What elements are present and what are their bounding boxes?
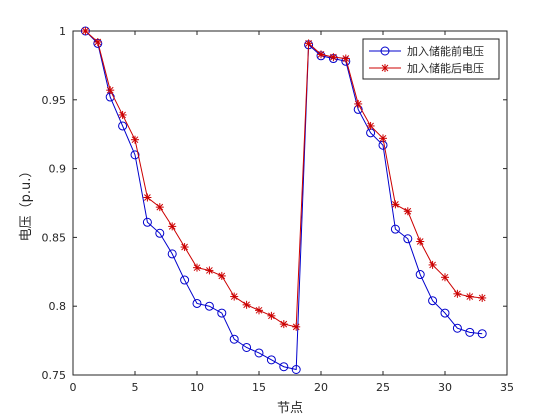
- data-point: [465, 292, 474, 301]
- data-point: [217, 308, 227, 318]
- data-point: [428, 260, 437, 269]
- data-point: [279, 362, 289, 372]
- data-point: [118, 110, 127, 119]
- data-point: [379, 134, 387, 143]
- data-point: [266, 355, 276, 365]
- data-point: [180, 275, 190, 285]
- data-point: [416, 237, 425, 246]
- data-point: [93, 38, 102, 47]
- legend-label: 加入储能前电压: [407, 44, 484, 58]
- data-point: [217, 271, 226, 280]
- data-point: [180, 243, 189, 252]
- data-point: [415, 270, 425, 280]
- data-point: [441, 273, 449, 282]
- y-tick-label: 0.85: [42, 231, 67, 244]
- data-point: [81, 27, 90, 35]
- data-point: [403, 234, 413, 244]
- data-point: [452, 323, 462, 333]
- plot-area: [72, 30, 508, 376]
- legend-marker: [381, 64, 389, 72]
- y-tick-label: 0.95: [42, 94, 67, 107]
- x-tick-label: 25: [376, 381, 390, 394]
- y-axis-label: 电压（p.u.）: [19, 165, 34, 242]
- data-point: [131, 135, 139, 144]
- data-point: [229, 334, 239, 344]
- axis-ticks: 0 5 10 15 20 25 30 35 0.75 0.8 0.85 0.9 0.95 1: [42, 25, 515, 394]
- data-point: [192, 298, 202, 308]
- legend-item-2: 加入储能后电压: [369, 61, 484, 75]
- legend-box: [362, 38, 500, 80]
- data-point: [391, 200, 400, 209]
- data-point: [317, 50, 325, 59]
- data-point: [453, 289, 462, 298]
- data-point: [329, 53, 338, 62]
- data-point: [366, 121, 375, 130]
- data-point: [168, 222, 177, 231]
- x-tick-label: 20: [314, 381, 328, 394]
- x-tick-label: 10: [190, 381, 204, 394]
- data-point: [304, 39, 313, 48]
- data-point: [267, 311, 276, 320]
- x-tick-label: 5: [132, 381, 139, 394]
- data-point: [155, 228, 165, 238]
- data-point: [142, 217, 152, 227]
- x-axis-label: 节点: [277, 401, 303, 416]
- data-point: [230, 292, 239, 301]
- x-tick-label: 0: [70, 381, 77, 394]
- series-line-1: [85, 30, 483, 371]
- data-point: [255, 306, 263, 315]
- data-point: [341, 54, 350, 63]
- data-point: [440, 308, 450, 318]
- data-point: [354, 99, 363, 108]
- x-tick-label: 30: [438, 381, 452, 394]
- series-layer: [80, 26, 487, 374]
- y-tick-label: 0.75: [42, 369, 67, 382]
- data-point: [143, 193, 152, 202]
- data-point: [478, 293, 487, 302]
- data-point: [205, 266, 214, 275]
- data-point: [242, 300, 251, 309]
- data-point: [118, 121, 128, 131]
- data-point: [242, 342, 252, 352]
- legend-label: 加入储能后电压: [407, 61, 484, 75]
- data-point: [193, 263, 201, 272]
- data-point: [254, 348, 264, 358]
- data-point: [204, 301, 214, 311]
- x-tick-label: 15: [252, 381, 266, 394]
- data-point: [428, 296, 438, 306]
- data-point: [291, 364, 301, 374]
- series-1: [80, 26, 487, 374]
- data-point: [279, 320, 288, 329]
- data-point: [403, 207, 412, 216]
- data-point: [390, 224, 400, 234]
- data-point: [130, 150, 140, 160]
- data-point: [477, 329, 487, 339]
- series-2: [81, 27, 487, 331]
- data-point: [292, 322, 301, 331]
- legend-item-1: 加入储能前电压: [369, 44, 484, 58]
- x-tick-label: 35: [500, 381, 514, 394]
- data-point: [167, 249, 177, 259]
- data-point: [465, 327, 475, 337]
- y-tick-label: 0.8: [49, 300, 67, 313]
- y-tick-label: 1: [59, 25, 66, 38]
- legend-marker: [380, 46, 390, 56]
- data-point: [106, 86, 115, 95]
- data-point: [155, 203, 164, 212]
- y-tick-label: 0.9: [49, 163, 67, 176]
